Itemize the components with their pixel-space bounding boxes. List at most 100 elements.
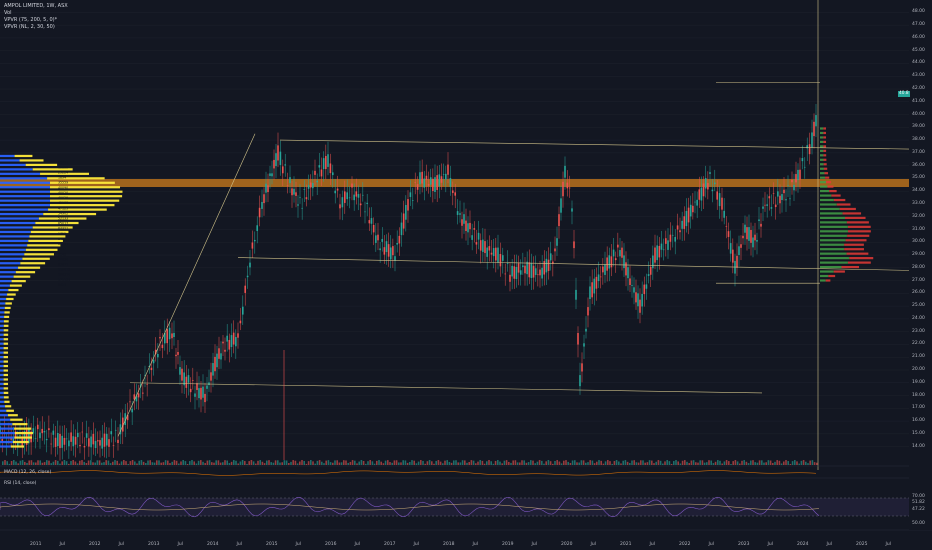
candle-body: [629, 278, 631, 286]
vp-left-yellow: [14, 154, 33, 158]
vp-bar-down: [823, 127, 827, 130]
candle-body: [502, 255, 504, 261]
vp-bar-down: [823, 136, 827, 139]
candle-body: [627, 267, 629, 279]
volume-bar: [98, 460, 101, 465]
candle-body: [52, 430, 55, 435]
volume-bar: [145, 463, 147, 465]
time-label: 2023: [738, 542, 750, 547]
vp-bar-down: [823, 145, 827, 148]
candle-body: [725, 226, 728, 227]
volume-bar: [15, 461, 17, 465]
volume-bar: [288, 462, 290, 465]
vp-bar-down: [839, 207, 856, 211]
volume-bar: [754, 462, 756, 465]
vp-bar-up: [820, 221, 847, 224]
vp-left-blue: [0, 163, 26, 167]
candle-body: [405, 204, 407, 220]
volume-bar: [327, 460, 330, 465]
time-label: 2024: [797, 542, 809, 547]
volume-bar: [74, 461, 77, 465]
vp-bar-up: [820, 154, 824, 157]
candle-body: [56, 433, 59, 447]
channel-bottom: [129, 382, 763, 394]
vp-left-blue: [0, 280, 12, 283]
vp-bar-up: [820, 212, 843, 215]
vpvr-label-1[interactable]: VPVR (75, 200, 5, 0)*: [4, 17, 58, 23]
candle-body: [412, 200, 414, 201]
vp-left-blue: [0, 400, 5, 403]
vp-left-blue: [0, 356, 4, 359]
volume-bar: [602, 463, 605, 465]
vp-left-blue: [0, 195, 50, 198]
volume-bar: [358, 461, 360, 465]
price-tick: 37.00: [912, 149, 925, 155]
candle-body: [595, 276, 598, 289]
volume-bar: [347, 462, 349, 465]
price-tick: 19.00: [912, 379, 925, 385]
candle-body: [28, 428, 30, 444]
volume-bar: [468, 462, 470, 465]
volume-bar: [646, 462, 649, 465]
volume-bar: [442, 463, 444, 465]
symbol-label[interactable]: AMPOL LIMITED, 1W, ASX: [4, 3, 68, 9]
candle-body: [461, 219, 463, 226]
volume-bar: [197, 460, 200, 465]
volume-bar: [769, 460, 772, 465]
volume-bar: [461, 460, 464, 465]
volume-bar: [87, 460, 90, 465]
candle-body: [381, 238, 384, 242]
volume-label[interactable]: Vol: [4, 10, 12, 16]
volume-bar: [497, 460, 499, 465]
candle-body: [166, 329, 168, 344]
candle-body: [652, 255, 654, 269]
candle-body: [742, 235, 744, 239]
candle-body: [99, 440, 101, 446]
candle-body: [679, 230, 681, 233]
candle-body: [341, 197, 344, 208]
volume-bar: [402, 460, 404, 465]
candle-body: [770, 207, 773, 209]
candle-body: [137, 393, 140, 398]
vp-bar-down: [827, 185, 834, 188]
volume-bar: [76, 463, 79, 465]
candle-body: [511, 265, 513, 277]
vp-bar-up: [820, 172, 825, 175]
rsi-ma-line: [0, 503, 820, 511]
volume-bar: [8, 463, 11, 465]
candle-body: [591, 282, 593, 298]
volume-bar: [624, 460, 627, 465]
vp-left-yellow: [5, 302, 12, 305]
volume-bar: [697, 462, 699, 465]
candle-body: [681, 220, 683, 229]
rsi-label[interactable]: RSI (14, close): [4, 481, 37, 486]
vpvr-label-2[interactable]: VPVR (NL, 2, 30, 50): [4, 24, 55, 30]
vp-bar-down: [844, 243, 864, 246]
volume-bar: [398, 462, 400, 465]
time-scale[interactable]: [0, 530, 932, 550]
candle-body: [610, 256, 613, 268]
candle-body: [791, 179, 793, 183]
price-scale[interactable]: [909, 0, 932, 530]
candle-body: [554, 248, 556, 252]
vp-left-label: 102210: [58, 273, 70, 277]
candle-body: [793, 184, 795, 191]
candle-body: [364, 211, 366, 213]
candle-body: [486, 247, 488, 257]
vp-bar-up: [820, 198, 834, 202]
candle-body: [571, 208, 573, 212]
volume-bar: [549, 461, 552, 465]
macd-label[interactable]: MACD (12, 26, close): [4, 470, 52, 475]
vp-left-label: 40090: [58, 186, 68, 190]
vp-bar-down: [833, 198, 846, 202]
volume-bar: [626, 461, 629, 465]
candle-body: [70, 432, 72, 442]
volume-bar: [261, 461, 264, 465]
candle-body: [452, 190, 454, 193]
volume-bar: [789, 463, 792, 465]
vp-bar-up: [820, 176, 826, 179]
time-label: Jul: [590, 542, 596, 547]
vp-left-yellow: [47, 177, 105, 180]
